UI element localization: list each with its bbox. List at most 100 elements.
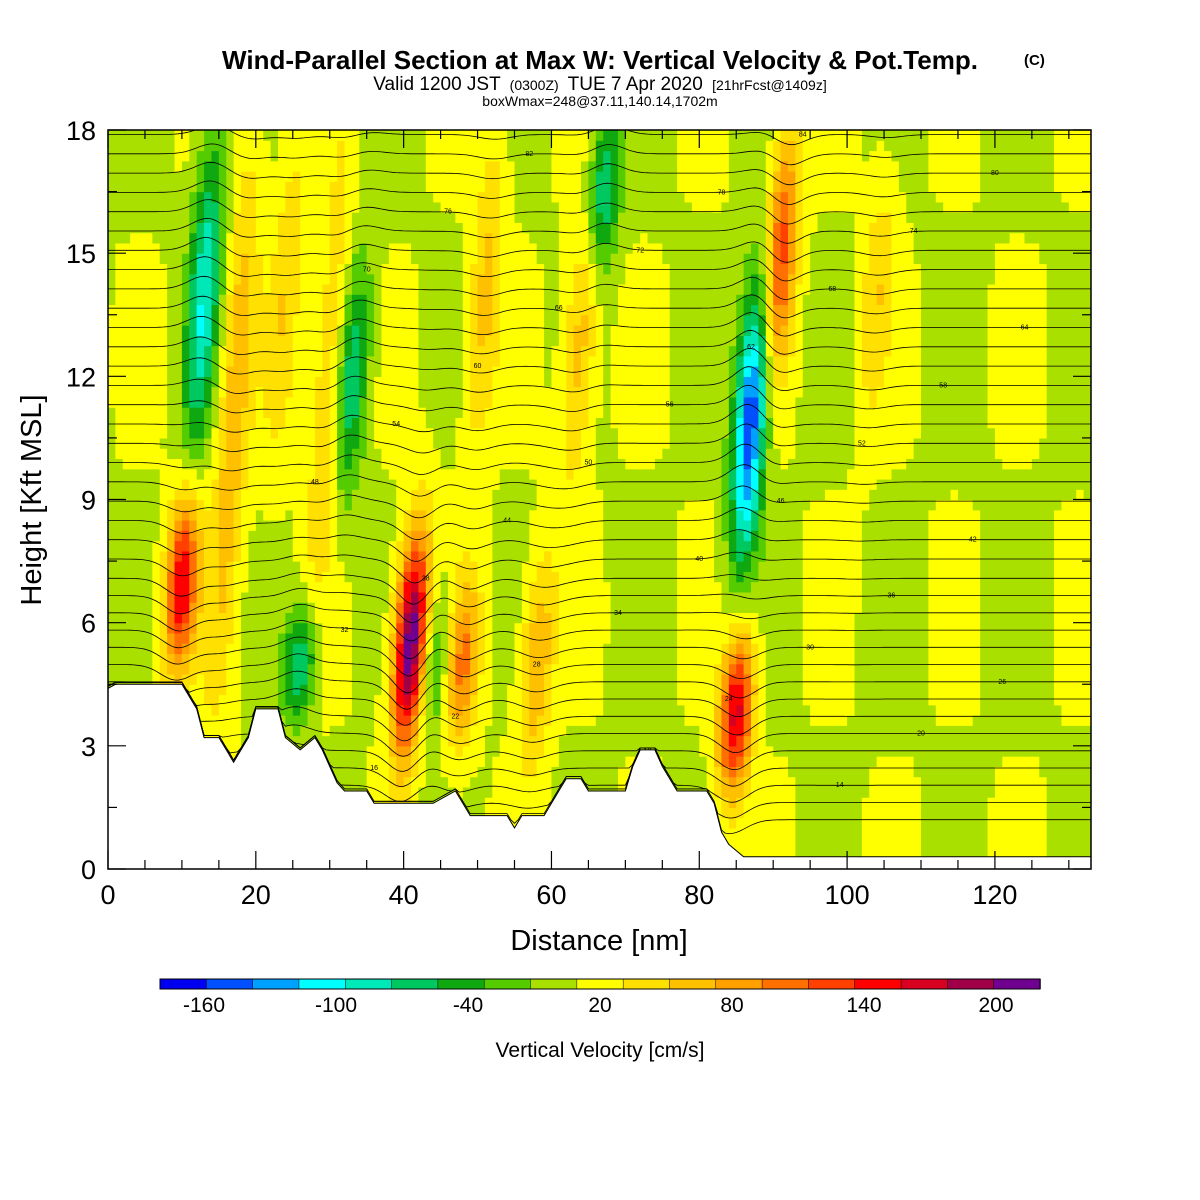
velocity-cell (263, 191, 272, 203)
velocity-cell (285, 294, 294, 306)
velocity-cell (381, 468, 390, 480)
velocity-cell (507, 366, 516, 377)
velocity-cell (137, 396, 146, 408)
velocity-cell (329, 530, 338, 542)
velocity-cell (440, 520, 449, 531)
velocity-cell (181, 684, 190, 696)
velocity-cell (218, 212, 227, 223)
velocity-cell (181, 520, 190, 531)
velocity-cell (388, 396, 397, 408)
velocity-cell (396, 489, 405, 501)
velocity-cell (470, 643, 479, 655)
velocity-cell (418, 304, 427, 316)
velocity-cell (558, 653, 567, 665)
velocity-cell (130, 468, 139, 480)
velocity-cell (359, 489, 368, 501)
velocity-cell (455, 448, 464, 460)
velocity-cell (233, 612, 242, 624)
velocity-cell (396, 756, 405, 767)
velocity-cell (455, 715, 464, 726)
velocity-cell (381, 684, 390, 696)
velocity-cell (447, 386, 456, 398)
velocity-cell (529, 448, 538, 460)
velocity-cell (529, 776, 538, 788)
velocity-cell (115, 581, 124, 593)
velocity-cell (514, 715, 523, 726)
velocity-cell (218, 253, 227, 265)
velocity-cell (388, 653, 397, 665)
velocity-cell (411, 745, 420, 757)
velocity-cell (307, 540, 316, 552)
velocity-cell (351, 396, 360, 408)
velocity-cell (558, 427, 567, 439)
velocity-cell (329, 304, 338, 316)
velocity-cell (433, 509, 442, 521)
velocity-cell (115, 325, 124, 336)
velocity-cell (388, 735, 397, 747)
velocity-cell (181, 458, 190, 470)
velocity-cell (388, 407, 397, 418)
velocity-cell (144, 509, 153, 521)
velocity-cell (455, 437, 464, 449)
velocity-cell (374, 735, 383, 747)
velocity-cell (462, 283, 471, 295)
velocity-cell (329, 366, 338, 377)
velocity-cell (477, 478, 486, 490)
velocity-cell (241, 643, 250, 655)
velocity-cell (351, 622, 360, 634)
velocity-cell (440, 776, 449, 788)
velocity-cell (610, 715, 619, 726)
velocity-cell (189, 191, 198, 203)
velocity-cell (470, 283, 479, 295)
velocity-cell (314, 294, 323, 306)
velocity-cell (337, 160, 346, 172)
velocity-cell (351, 776, 360, 788)
velocity-cell (359, 520, 368, 531)
velocity-cell (359, 355, 368, 367)
velocity-cell (492, 171, 501, 182)
velocity-cell (544, 345, 553, 357)
velocity-cell (484, 212, 493, 223)
velocity-cell (447, 427, 456, 439)
velocity-cell (418, 140, 427, 152)
velocity-cell (337, 417, 346, 429)
velocity-cell (270, 283, 279, 295)
velocity-cell (477, 314, 486, 326)
velocity-cell (337, 304, 346, 316)
velocity-cell (551, 314, 560, 326)
velocity-cell (425, 612, 434, 624)
velocity-cell (610, 345, 619, 357)
velocity-cell (351, 273, 360, 285)
velocity-cell (447, 643, 456, 655)
velocity-cell (418, 417, 427, 429)
velocity-cell (573, 704, 582, 716)
velocity-cell (270, 294, 279, 306)
velocity-cell (396, 530, 405, 542)
velocity-cell (595, 632, 604, 644)
velocity-cell (411, 304, 420, 316)
velocity-cell (159, 448, 168, 460)
velocity-cell (108, 366, 116, 377)
velocity-cell (470, 756, 479, 767)
velocity-cell (307, 520, 316, 531)
velocity-cell (551, 684, 560, 696)
velocity-cell (115, 407, 124, 418)
velocity-cell (573, 325, 582, 336)
velocity-cell (108, 171, 116, 182)
velocity-cell (411, 458, 420, 470)
velocity-cell (433, 776, 442, 788)
velocity-cell (381, 427, 390, 439)
velocity-cell (477, 140, 486, 152)
velocity-cell (536, 807, 545, 819)
velocity-cell (359, 766, 368, 778)
velocity-cell (477, 530, 486, 542)
velocity-cell (181, 499, 190, 511)
velocity-cell (529, 807, 538, 819)
velocity-cell (544, 355, 553, 367)
velocity-cell (425, 458, 434, 470)
velocity-cell (418, 632, 427, 644)
velocity-cell (566, 335, 575, 347)
velocity-cell (507, 478, 516, 490)
velocity-cell (433, 715, 442, 726)
velocity-cell (137, 376, 146, 388)
